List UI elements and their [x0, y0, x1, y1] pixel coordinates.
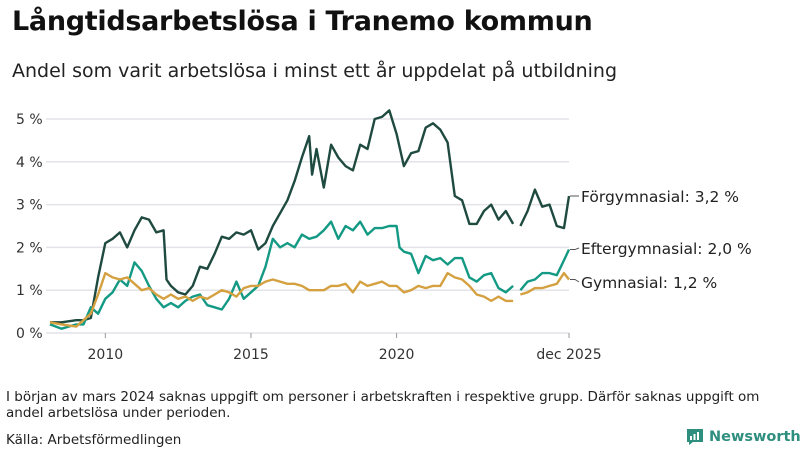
label-connector — [570, 247, 580, 251]
label-connector — [570, 279, 580, 283]
series-label: Eftergymnasial: 2,0 % — [581, 240, 752, 258]
y-tick-label: 2 % — [16, 240, 43, 256]
newsworthy-logo-icon — [687, 429, 703, 445]
source-text: Källa: Arbetsförmedlingen — [6, 432, 182, 448]
y-tick-label: 1 % — [16, 283, 43, 299]
series-line-förgymnasial — [50, 109, 571, 324]
y-tick-label: 0 % — [16, 326, 43, 342]
x-tick-label: dec 2025 — [536, 347, 601, 363]
series-line-eftergymnasial — [49, 220, 571, 330]
y-tick-label: 3 % — [16, 198, 43, 214]
y-tick-label: 4 % — [16, 155, 43, 171]
chart-subtitle: Andel som varit arbetslösa i minst ett å… — [12, 60, 618, 82]
x-tick-label: 2020 — [379, 347, 415, 363]
series-label: Förgymnasial: 3,2 % — [581, 188, 739, 206]
y-tick-label: 5 % — [16, 112, 43, 128]
line-chart: 0 % 1 % 2 % 3 % 4 % 5 % 2010 2015 2020 dec 2025 Fö… — [16, 109, 752, 363]
series-line-gymnasial — [49, 271, 570, 328]
series-label: Gymnasial: 1,2 % — [581, 274, 717, 292]
x-tick-label: 2015 — [233, 347, 269, 363]
brand-name: Newsworthy — [709, 429, 800, 445]
footnote: I början av mars 2024 saknas uppgift om … — [6, 389, 760, 421]
chart-title: Långtidsarbetslösa i Tranemo kommun — [12, 6, 593, 37]
x-tick-label: 2010 — [88, 347, 124, 363]
newsworthy-logo: Newsworthy — [686, 428, 800, 446]
